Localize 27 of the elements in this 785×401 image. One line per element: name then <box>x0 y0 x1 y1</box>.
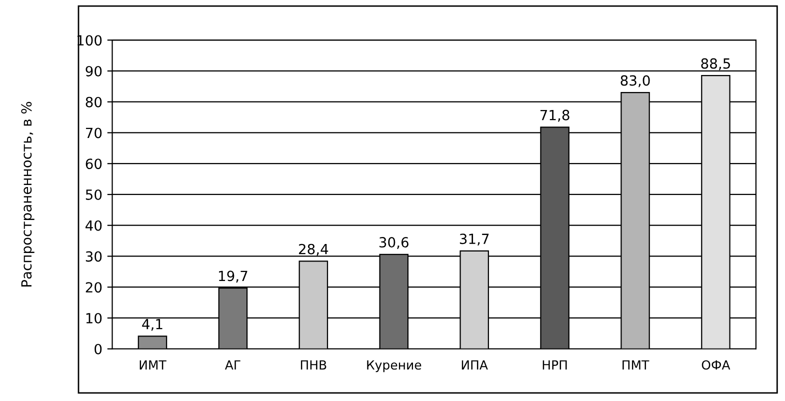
y-tick-label: 0 <box>94 344 102 354</box>
data-label: 19,7 <box>219 270 248 283</box>
x-tick-label: ИПА <box>462 360 488 370</box>
data-label: 28,4 <box>298 244 328 256</box>
y-tick-label: 60 <box>86 158 102 170</box>
data-label: 71,8 <box>540 110 570 122</box>
x-tick-label: ПНВ <box>300 360 326 370</box>
x-tick-label: ОФА <box>702 360 730 370</box>
y-tick-label: 20 <box>86 282 102 293</box>
data-label: 4,1 <box>142 319 162 331</box>
data-label: 88,5 <box>701 58 730 70</box>
data-label: 31,7 <box>460 234 489 246</box>
x-tick-label: ИМТ <box>140 360 166 370</box>
y-tick-label: 90 <box>86 66 102 76</box>
x-tick-label: Курение <box>367 360 422 372</box>
x-tick-label: НРП <box>542 360 567 370</box>
y-tick-label: 30 <box>86 251 102 262</box>
data-label: 30,6 <box>379 237 408 249</box>
y-tick-label: 10 <box>86 312 102 324</box>
data-label: 83,0 <box>620 75 650 88</box>
y-tick-label: 50 <box>86 189 102 200</box>
y-tick-label: 80 <box>86 96 102 108</box>
x-tick-label: АГ <box>224 360 240 370</box>
y-tick-label: 70 <box>86 128 102 138</box>
y-tick-label: 40 <box>86 220 102 231</box>
y-axis-title: Распространенность, в % <box>21 102 34 287</box>
x-tick-label: ПМТ <box>622 360 650 370</box>
